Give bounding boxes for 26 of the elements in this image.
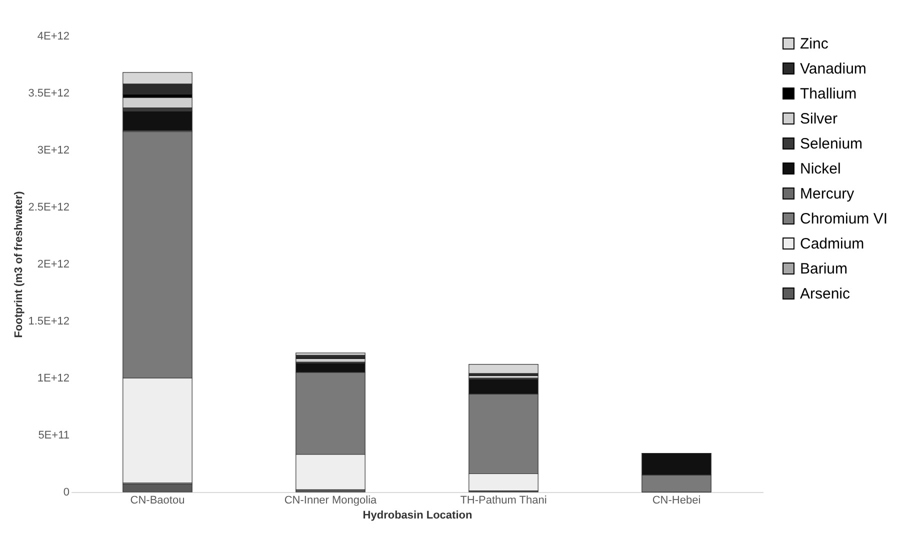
y-tick-label: 5E+11 bbox=[38, 430, 70, 442]
legend-label: Vanadium bbox=[800, 60, 866, 78]
x-axis-title: Hydrobasin Location bbox=[362, 510, 472, 522]
y-tick-label: 3.5E+12 bbox=[28, 88, 70, 100]
y-tick-label: 1E+12 bbox=[37, 372, 70, 384]
y-tick-label: 1.5E+12 bbox=[28, 316, 70, 328]
legend-label: Chromium VI bbox=[800, 210, 888, 228]
y-tick-label: 3E+12 bbox=[37, 144, 70, 156]
y-tick-label: 4E+12 bbox=[37, 30, 70, 42]
x-tick-label: CN-Inner Mongolia bbox=[284, 494, 378, 506]
legend-label: Barium bbox=[800, 260, 848, 278]
legend-label: Thallium bbox=[800, 86, 857, 102]
legend-label: Mercury bbox=[800, 186, 855, 202]
legend-label: Selenium bbox=[800, 136, 863, 152]
legend-label: Nickel bbox=[800, 160, 841, 178]
y-tick-label: 2.5E+12 bbox=[28, 202, 70, 214]
y-axis-title: Footprint (m3 of freshwater) bbox=[13, 190, 26, 338]
legend-label: Zinc bbox=[800, 36, 829, 52]
y-tick-label: 0 bbox=[63, 486, 70, 498]
x-tick-label: CN-Hebei bbox=[652, 494, 701, 506]
legend-label: Silver bbox=[800, 110, 838, 128]
legend-label: Arsenic bbox=[800, 286, 851, 302]
y-tick-label: 2E+12 bbox=[37, 258, 70, 270]
x-tick-label: TH-Pathum Thani bbox=[460, 494, 547, 506]
legend-label: Cadmium bbox=[800, 236, 864, 252]
x-tick-label: CN-Baotou bbox=[130, 494, 185, 506]
